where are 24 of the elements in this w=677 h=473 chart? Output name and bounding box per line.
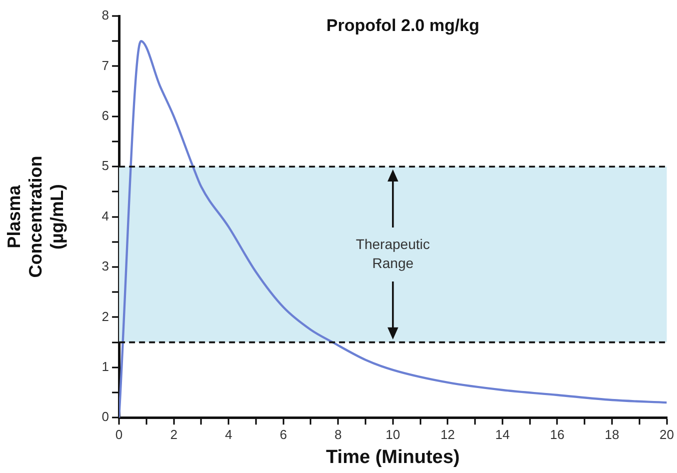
x-tick-label: 16 — [550, 426, 564, 442]
x-tick-label: 14 — [495, 426, 510, 442]
y-tick-label: 6 — [102, 108, 110, 123]
x-tick-label: 8 — [334, 426, 342, 442]
y-tick-label: 4 — [102, 208, 110, 224]
y-tick-label: 2 — [102, 308, 110, 324]
x-tick-label: 0 — [115, 426, 123, 442]
x-tick-label: 6 — [280, 426, 287, 442]
x-tick-label: 12 — [440, 426, 455, 442]
chart-title: Propofol 2.0 mg/kg — [326, 16, 480, 36]
y-tick-label: 3 — [102, 258, 110, 274]
y-axis-title: Plasma Concentration (µg/mL) — [4, 156, 67, 278]
y-tick-label: 7 — [102, 58, 110, 73]
x-tick-label: 18 — [604, 426, 620, 442]
y-tick-label: 5 — [102, 158, 110, 174]
y-tick-label: 1 — [102, 358, 110, 374]
x-axis-title: Time (Minutes) — [326, 446, 460, 468]
band-label: Therapeutic Range — [356, 236, 430, 271]
x-tick-label: 10 — [386, 426, 400, 442]
x-tick-label: 2 — [170, 426, 178, 442]
y-tick-label: 8 — [102, 8, 110, 23]
x-tick-label: 4 — [224, 426, 232, 442]
x-tick-label: 20 — [660, 426, 674, 442]
y-tick-label: 0 — [102, 409, 110, 424]
